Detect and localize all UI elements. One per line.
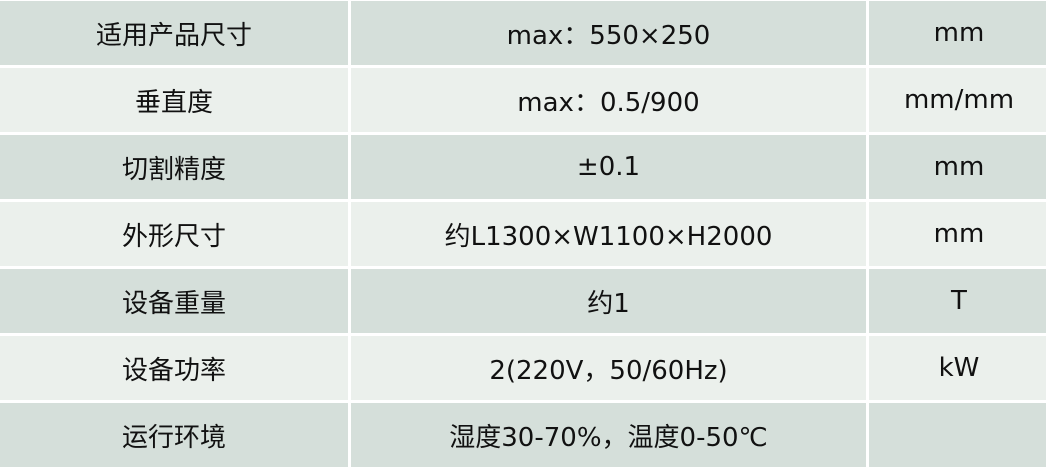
spec-value-cell: 约1 [351, 269, 866, 333]
spec-name-cell: 垂直度 [0, 68, 348, 132]
spec-name-cell: 适用产品尺寸 [0, 1, 348, 65]
spec-value-cell: max：550×250 [351, 1, 866, 65]
table-row: 适用产品尺寸 max：550×250 mm [0, 1, 1046, 65]
spec-unit-cell: T [869, 269, 1046, 333]
spec-unit-cell: mm [869, 1, 1046, 65]
table-row: 垂直度 max：0.5/900 mm/mm [0, 68, 1046, 132]
spec-name-cell: 设备功率 [0, 336, 348, 400]
spec-name-cell: 切割精度 [0, 135, 348, 199]
spec-name-cell: 设备重量 [0, 269, 348, 333]
spec-name-cell: 外形尺寸 [0, 202, 348, 266]
spec-unit-cell: mm/mm [869, 68, 1046, 132]
table-row: 设备重量 约1 T [0, 269, 1046, 333]
table-row: 运行环境 湿度30-70%，温度0-50℃ [0, 403, 1046, 467]
spec-value-cell: max：0.5/900 [351, 68, 866, 132]
spec-value-cell: 湿度30-70%，温度0-50℃ [351, 403, 866, 467]
spec-value-cell: ±0.1 [351, 135, 866, 199]
table-row: 外形尺寸 约L1300×W1100×H2000 mm [0, 202, 1046, 266]
spec-name-cell: 运行环境 [0, 403, 348, 467]
spec-unit-cell: mm [869, 202, 1046, 266]
spec-unit-cell: kW [869, 336, 1046, 400]
table-row: 设备功率 2(220V，50/60Hz) kW [0, 336, 1046, 400]
table-row: 切割精度 ±0.1 mm [0, 135, 1046, 199]
spec-unit-cell [869, 403, 1046, 467]
spec-value-cell: 约L1300×W1100×H2000 [351, 202, 866, 266]
spec-value-cell: 2(220V，50/60Hz) [351, 336, 866, 400]
spec-unit-cell: mm [869, 135, 1046, 199]
